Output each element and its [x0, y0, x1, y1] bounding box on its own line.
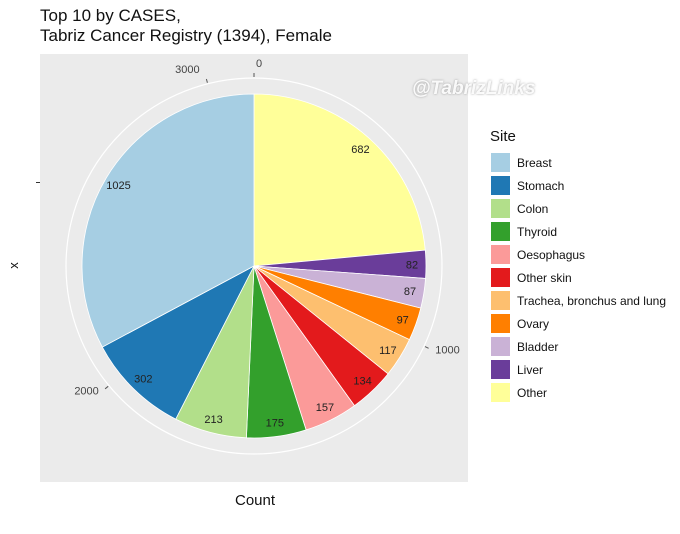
radial-tick-mark: [424, 346, 429, 349]
legend-label: Stomach: [517, 178, 565, 193]
slice-label-thyroid: 175: [266, 418, 284, 430]
chart-title-line1: Top 10 by CASES,: [40, 6, 181, 25]
radial-tick-label: 1000: [435, 345, 459, 357]
slice-breast: [81, 93, 255, 348]
slice-label-bladder: 87: [404, 286, 416, 298]
legend-label: Thyroid: [517, 224, 558, 239]
slice-label-trachea-bronchus-and-lung: 117: [379, 345, 397, 357]
legend-swatch: [490, 267, 511, 288]
slice-other: [253, 93, 426, 267]
legend-item-ovary: Ovary: [490, 312, 666, 335]
slice-label-oesophagus: 157: [316, 402, 334, 414]
legend-swatch: [490, 175, 511, 196]
legend-label: Colon: [517, 201, 549, 216]
slice-stomach: [101, 265, 255, 420]
legend: Site Breast Stomach Colon Thyroid Oesophagus…: [490, 128, 666, 404]
legend-swatch: [490, 313, 511, 334]
y-axis-label: x: [5, 262, 21, 269]
legend-label: Ovary: [517, 316, 550, 331]
x-axis-label: Count: [235, 492, 276, 509]
radial-tick-label: 0: [256, 58, 262, 70]
slice-label-ovary: 97: [397, 314, 409, 326]
legend-item-colon: Colon: [490, 197, 666, 220]
legend-label: Other skin: [517, 270, 572, 285]
legend-label: Bladder: [517, 339, 559, 354]
legend-item-breast: Breast: [490, 151, 666, 174]
legend-swatch: [490, 244, 511, 265]
legend-swatch: [490, 359, 511, 380]
chart-title: Top 10 by CASES, Tabriz Cancer Registry …: [40, 6, 332, 46]
legend-swatch: [490, 336, 511, 357]
legend-title: Site: [490, 128, 516, 145]
legend-item-thyroid: Thyroid: [490, 220, 666, 243]
y-axis-tick: [36, 182, 40, 183]
slice-label-breast: 1025: [106, 180, 130, 192]
pie-chart: 682 82 87 97 117 134 157 175 213 302 1025 0 1000 2000…: [65, 58, 460, 455]
legend-label: Other: [517, 385, 548, 400]
legend-item-other: Other: [490, 381, 666, 404]
legend-label: Breast: [517, 155, 552, 170]
slice-label-other-skin: 134: [353, 376, 371, 388]
legend-item-liver: Liver: [490, 358, 666, 381]
legend-item-bladder: Bladder: [490, 335, 666, 358]
legend-swatch: [490, 198, 511, 219]
legend-swatch: [490, 152, 511, 173]
legend-label: Trachea, bronchus and lung: [517, 293, 666, 308]
legend-item-other-skin: Other skin: [490, 266, 666, 289]
legend-label: Liver: [517, 362, 544, 377]
legend-swatch: [490, 290, 511, 311]
legend-item-oesophagus: Oesophagus: [490, 243, 666, 266]
watermark-text: @TabrizLinks: [412, 78, 536, 99]
slice-label-stomach: 302: [134, 374, 152, 386]
legend-swatch: [490, 221, 511, 242]
plot-panel: 682 82 87 97 117 134 157 175 213 302 1025 0 1000 2000…: [40, 54, 468, 482]
legend-swatch: [490, 382, 511, 403]
legend-items: Breast Stomach Colon Thyroid Oesophagus Other…: [490, 151, 666, 404]
slice-label-other: 682: [351, 144, 369, 156]
slice-label-liver: 82: [406, 259, 418, 271]
radial-grid-ring: [65, 77, 443, 455]
slice-label-colon: 213: [204, 414, 222, 426]
radial-tick-label: 3000: [175, 64, 199, 76]
legend-label: Oesophagus: [517, 247, 586, 262]
radial-tick-mark: [104, 385, 109, 390]
radial-tick-mark: [205, 78, 208, 83]
chart-title-line2: Tabriz Cancer Registry (1394), Female: [40, 26, 332, 45]
radial-tick-label: 2000: [74, 386, 98, 398]
legend-item-trachea-bronchus-and-lung: Trachea, bronchus and lung: [490, 289, 666, 312]
legend-item-stomach: Stomach: [490, 174, 666, 197]
